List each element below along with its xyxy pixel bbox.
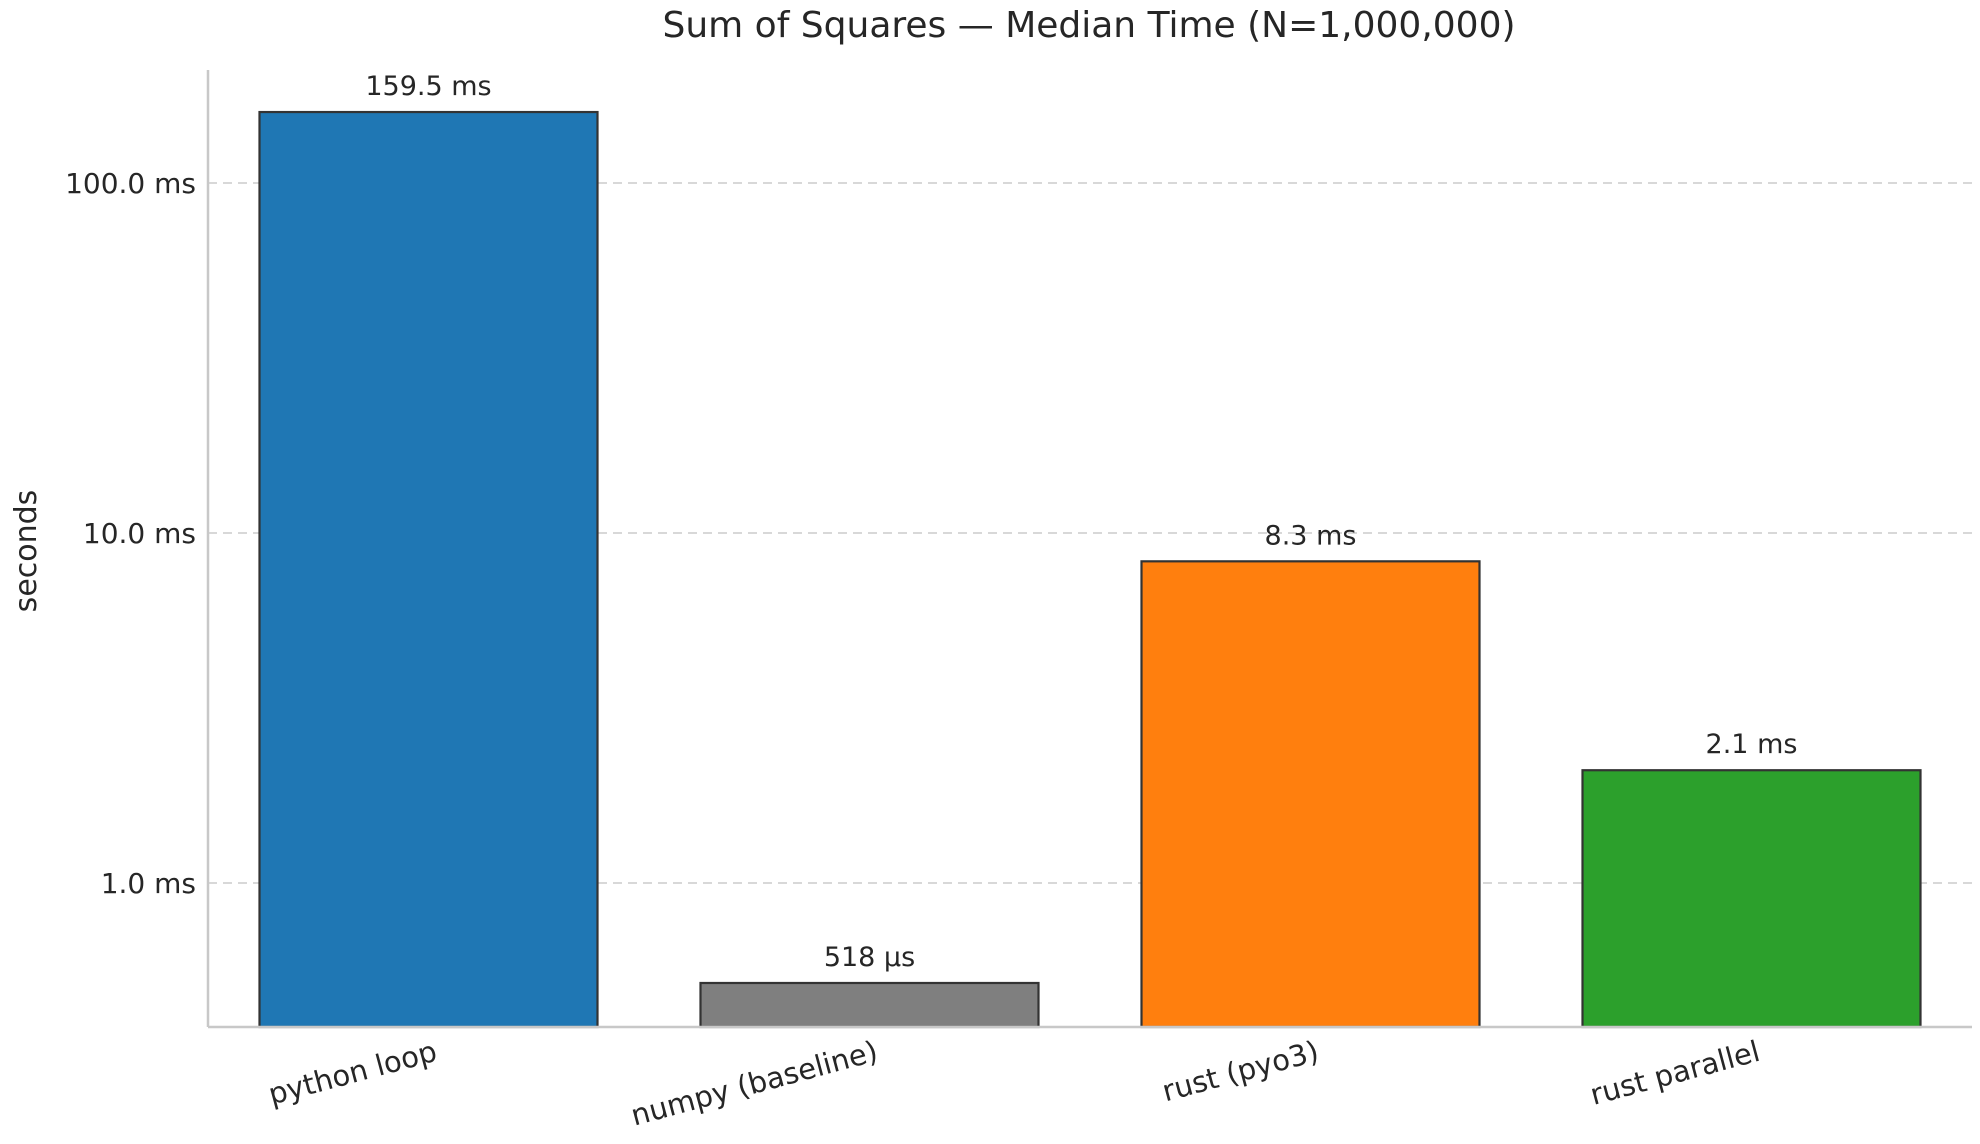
y-tick-labels: 1.0 ms 10.0 ms 100.0 ms: [65, 167, 196, 900]
x-tick-label: rust parallel: [1587, 1034, 1764, 1112]
chart-title: Sum of Squares — Median Time (N=1,000,00…: [662, 5, 1515, 46]
bar-rust-pyo3: [1140, 560, 1481, 1029]
y-tick-label: 1.0 ms: [101, 867, 196, 900]
x-tick-label: numpy (baseline): [627, 1034, 881, 1133]
bar-rust-parallel: [1581, 769, 1922, 1029]
y-tick-label: 100.0 ms: [65, 167, 196, 200]
x-tick-label: python loop: [265, 1034, 441, 1112]
axes: [206, 70, 1972, 1029]
bar-value-label: 518 µs: [824, 942, 915, 973]
bars: [258, 110, 1922, 1029]
bar-value-label: 8.3 ms: [1265, 520, 1357, 551]
x-tick-label: rust (pyo3): [1159, 1034, 1323, 1108]
bar-numpy-baseline: [699, 981, 1040, 1029]
bar-python-loop: [258, 110, 599, 1029]
y-tick-label: 10.0 ms: [83, 517, 196, 550]
x-tick-labels: python loop numpy (baseline) rust (pyo3) ru…: [265, 1034, 1764, 1133]
bar-value-label: 2.1 ms: [1706, 729, 1798, 760]
data-labels: 159.5 ms 518 µs 8.3 ms 2.1 ms: [365, 71, 1797, 973]
y-axis-label: seconds: [9, 490, 44, 613]
bar-value-label: 159.5 ms: [365, 71, 491, 102]
